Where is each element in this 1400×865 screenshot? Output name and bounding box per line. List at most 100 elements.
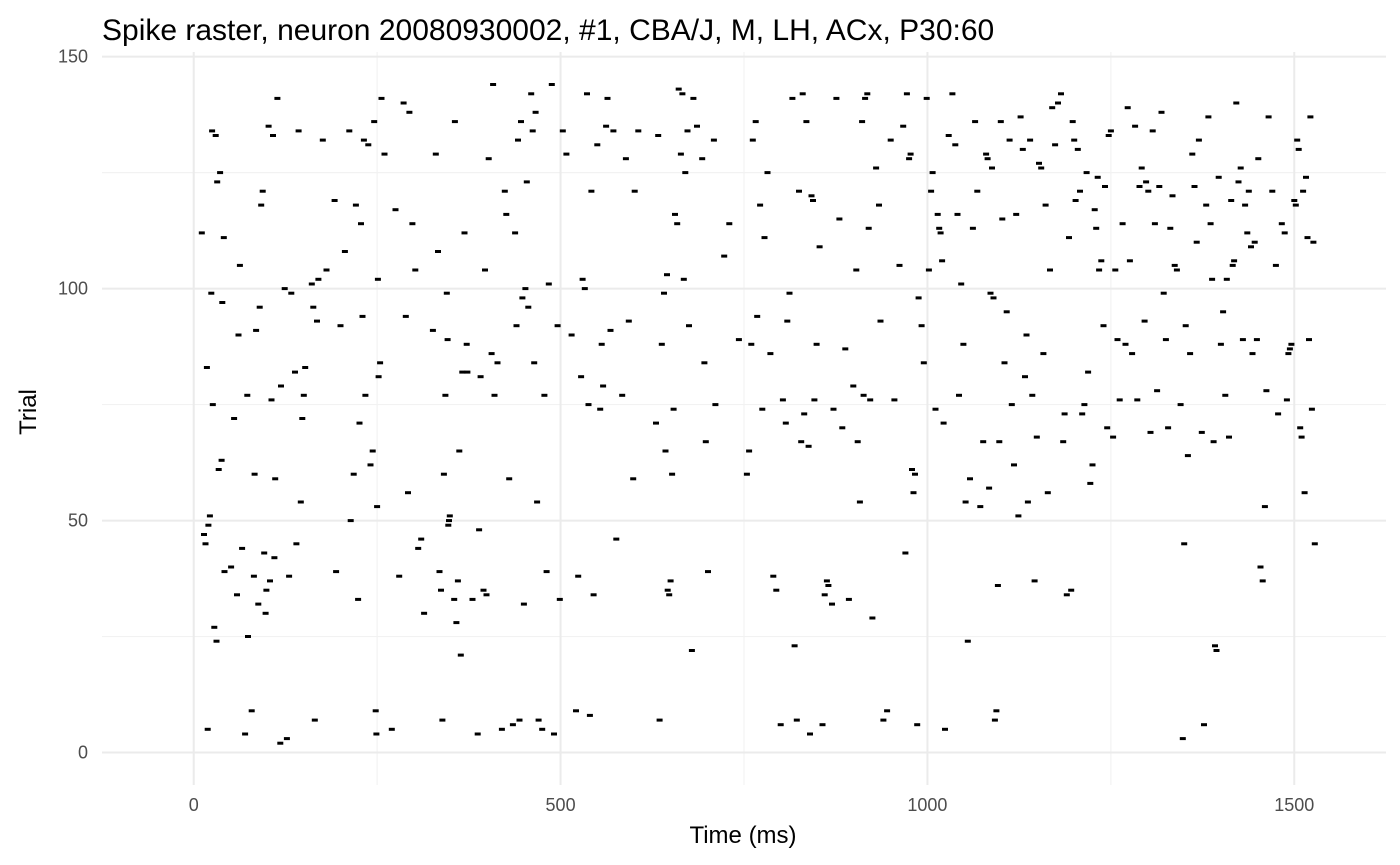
spike-mark xyxy=(1310,240,1317,244)
spike-mark xyxy=(699,157,706,161)
y-axis-title: Trial xyxy=(15,389,42,435)
spike-mark xyxy=(311,718,318,722)
spike-mark xyxy=(1272,263,1279,267)
spike-mark xyxy=(415,546,422,550)
spike-mark xyxy=(1297,426,1304,430)
spike-mark xyxy=(1036,161,1042,165)
spike-mark xyxy=(262,611,269,615)
spike-mark xyxy=(1261,505,1268,509)
spike-mark xyxy=(485,157,492,161)
spike-mark xyxy=(1249,352,1256,356)
spike-mark xyxy=(635,129,642,133)
spike-mark xyxy=(1158,110,1165,114)
spike-mark xyxy=(1304,236,1311,240)
spike-mark xyxy=(1027,138,1034,142)
spike-mark xyxy=(1301,491,1308,495)
spike-mark xyxy=(356,421,363,425)
spike-mark xyxy=(1235,180,1242,184)
spike-mark xyxy=(876,203,882,207)
spike-mark xyxy=(862,96,869,100)
y-tick-label: 50 xyxy=(68,511,88,531)
spike-mark xyxy=(300,393,307,397)
spike-mark xyxy=(477,375,484,379)
spike-mark xyxy=(1031,579,1038,583)
spike-mark xyxy=(1286,347,1293,351)
spike-mark xyxy=(1191,185,1198,188)
spike-mark xyxy=(984,157,991,161)
spike-mark xyxy=(490,83,497,86)
spike-mark xyxy=(559,129,566,133)
spike-mark xyxy=(211,625,218,629)
spike-mark xyxy=(461,231,468,235)
spike-mark xyxy=(297,500,304,504)
spike-mark xyxy=(446,514,453,518)
spike-mark xyxy=(586,713,593,717)
spike-mark xyxy=(909,468,915,471)
spike-mark xyxy=(347,519,354,523)
spike-mark xyxy=(679,92,686,96)
spike-mark xyxy=(1162,338,1169,342)
spike-mark xyxy=(432,152,439,156)
spike-mark xyxy=(288,291,295,295)
spike-mark xyxy=(575,574,582,578)
spike-mark xyxy=(680,277,687,281)
spike-mark xyxy=(444,338,451,342)
spike-mark xyxy=(1169,194,1176,198)
spike-mark xyxy=(272,477,279,481)
spike-mark xyxy=(1077,189,1083,193)
spike-mark xyxy=(483,593,490,597)
spike-mark xyxy=(1008,403,1015,407)
spike-mark xyxy=(630,477,637,481)
spike-mark xyxy=(810,199,816,202)
spike-mark xyxy=(1173,268,1180,272)
spike-mark xyxy=(1024,500,1031,504)
spike-mark xyxy=(1210,440,1217,444)
spike-mark xyxy=(208,291,215,295)
spike-mark xyxy=(1001,361,1008,365)
spike-mark xyxy=(1207,222,1214,226)
spike-mark xyxy=(1259,579,1266,583)
spike-mark xyxy=(217,171,224,175)
spike-mark xyxy=(1288,342,1295,346)
spike-mark xyxy=(346,129,353,133)
spike-mark xyxy=(1116,398,1123,402)
spike-mark xyxy=(597,407,604,411)
spike-mark xyxy=(220,236,227,240)
spike-mark xyxy=(880,718,887,722)
spike-mark xyxy=(900,124,907,128)
spike-mark xyxy=(204,727,211,731)
spike-mark xyxy=(265,124,272,128)
spike-mark xyxy=(261,551,268,555)
spike-mark xyxy=(600,384,607,388)
spike-mark xyxy=(1105,134,1112,137)
x-tick-label: 1000 xyxy=(907,795,947,815)
spike-mark xyxy=(218,458,225,462)
spike-mark xyxy=(967,477,973,481)
spike-mark xyxy=(867,398,874,402)
spike-mark xyxy=(299,417,306,420)
spike-mark xyxy=(619,393,626,397)
x-axis-ticks: 0 500 1000 1500 xyxy=(189,795,1315,815)
spike-mark xyxy=(613,537,620,541)
y-tick-label: 0 xyxy=(78,743,88,763)
spike-mark xyxy=(1233,101,1240,105)
spike-mark xyxy=(457,653,464,657)
spike-mark xyxy=(939,259,946,263)
spike-mark xyxy=(655,134,662,137)
spike-mark xyxy=(488,352,495,356)
spike-mark xyxy=(891,398,898,402)
spike-mark xyxy=(1143,180,1150,184)
spike-mark xyxy=(277,741,284,745)
spike-mark xyxy=(610,129,617,133)
spike-mark xyxy=(779,398,786,402)
spike-mark xyxy=(1195,138,1202,142)
spike-mark xyxy=(993,709,1000,713)
spike-mark xyxy=(281,287,288,291)
spike-mark xyxy=(923,96,930,100)
spike-mark xyxy=(1275,412,1282,416)
spike-mark xyxy=(912,472,918,476)
spike-mark xyxy=(969,226,976,230)
spike-mark xyxy=(402,314,409,318)
spike-mark xyxy=(250,574,257,578)
